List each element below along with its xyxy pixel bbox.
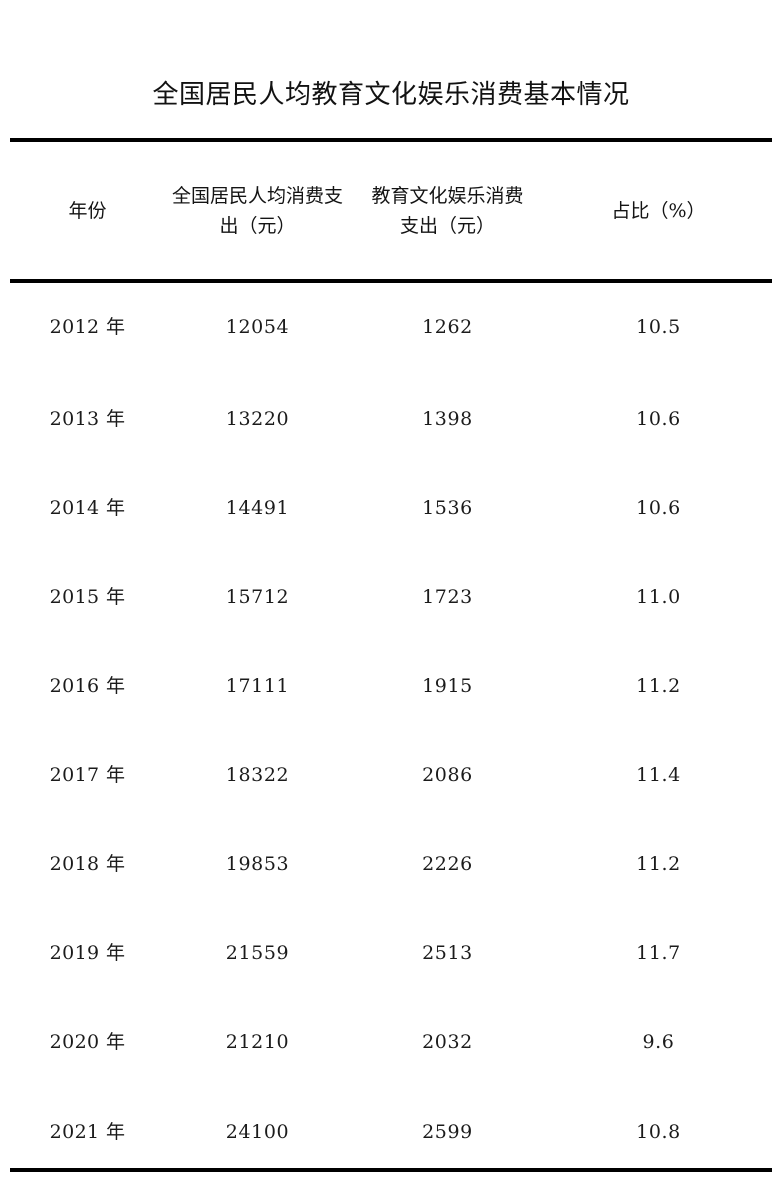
cell-year: 2012 年: [49, 315, 126, 338]
cell-total: 15712: [225, 585, 290, 608]
cell-share: 10.8: [636, 1121, 681, 1143]
table-row: 2017 年 18322 2086 11.4: [10, 730, 772, 819]
table-row: 2019 年 21559 2513 11.7: [10, 908, 772, 997]
column-header-total-label: 全国居民人均消费支出（元）: [171, 184, 343, 237]
column-header-year: 年份: [10, 142, 165, 279]
cell-year: 2019 年: [49, 941, 126, 964]
table-bottom-rule: [10, 1168, 772, 1172]
cell-share: 11.4: [636, 763, 681, 786]
table-row: 2018 年 19853 2226 11.2: [10, 819, 772, 908]
table-row: 2021 年 24100 2599 10.8: [10, 1086, 772, 1178]
cell-edu: 1915: [422, 674, 473, 697]
cell-share: 9.6: [642, 1030, 675, 1053]
table-row: 2012 年 12054 1262 10.5: [10, 279, 772, 374]
cell-total: 12054: [225, 315, 290, 338]
column-header-share: 占比（%）: [545, 142, 772, 279]
cell-total: 17111: [225, 674, 290, 697]
cell-edu: 2086: [422, 763, 473, 786]
cell-share: 11.2: [636, 852, 681, 875]
column-header-total: 全国居民人均消费支出（元）: [165, 142, 350, 279]
cell-total: 24100: [225, 1121, 290, 1143]
column-header-edu-label: 教育文化娱乐消费支出（元）: [371, 184, 524, 237]
table-header: 年份 全国居民人均消费支出（元） 教育文化娱乐消费支出（元） 占比（%）: [10, 142, 772, 279]
cell-year: 2021 年: [49, 1121, 126, 1143]
cell-year: 2017 年: [49, 763, 126, 786]
cell-edu: 2513: [422, 941, 473, 964]
table-row: 2014 年 14491 1536 10.6: [10, 463, 772, 552]
cell-edu: 2599: [422, 1121, 473, 1143]
cell-edu: 1262: [422, 315, 473, 338]
table-header-row: 年份 全国居民人均消费支出（元） 教育文化娱乐消费支出（元） 占比（%）: [10, 142, 772, 279]
cell-share: 10.5: [636, 315, 681, 338]
cell-year: 2016 年: [49, 674, 126, 697]
cell-total: 13220: [225, 407, 290, 430]
cell-share: 10.6: [636, 407, 681, 430]
cell-total: 18322: [225, 763, 290, 786]
cell-edu: 2226: [422, 852, 473, 875]
page-title: 全国居民人均教育文化娱乐消费基本情况: [152, 80, 630, 110]
column-header-share-label: 占比（%）: [611, 199, 706, 222]
cell-share: 11.0: [636, 585, 681, 608]
cell-total: 21559: [225, 941, 290, 964]
cell-year: 2020 年: [49, 1030, 126, 1053]
cell-edu: 1398: [422, 407, 473, 430]
table-row: 2015 年 15712 1723 11.0: [10, 552, 772, 641]
table-row: 2016 年 17111 1915 11.2: [10, 641, 772, 730]
statistics-table: 年份 全国居民人均消费支出（元） 教育文化娱乐消费支出（元） 占比（%） 201…: [10, 142, 772, 1178]
cell-year: 2014 年: [49, 496, 126, 519]
cell-edu: 2032: [422, 1030, 473, 1053]
cell-total: 14491: [225, 496, 290, 519]
cell-edu: 1723: [422, 585, 473, 608]
table-body: 2012 年 12054 1262 10.5 2013 年 13220 1398…: [10, 279, 772, 1178]
cell-year: 2015 年: [49, 585, 126, 608]
cell-share: 11.2: [636, 674, 681, 697]
table-row: 2013 年 13220 1398 10.6: [10, 374, 772, 463]
cell-total: 21210: [225, 1030, 290, 1053]
cell-year: 2013 年: [49, 407, 126, 430]
table-top-rule: [10, 138, 772, 142]
cell-edu: 1536: [422, 496, 473, 519]
table-row: 2020 年 21210 2032 9.6: [10, 997, 772, 1086]
column-header-edu: 教育文化娱乐消费支出（元）: [350, 142, 545, 279]
cell-year: 2018 年: [49, 852, 126, 875]
cell-share: 11.7: [636, 941, 681, 964]
table-header-rule: [10, 279, 772, 283]
cell-total: 19853: [225, 852, 290, 875]
cell-share: 10.6: [636, 496, 681, 519]
column-header-year-label: 年份: [68, 199, 107, 222]
